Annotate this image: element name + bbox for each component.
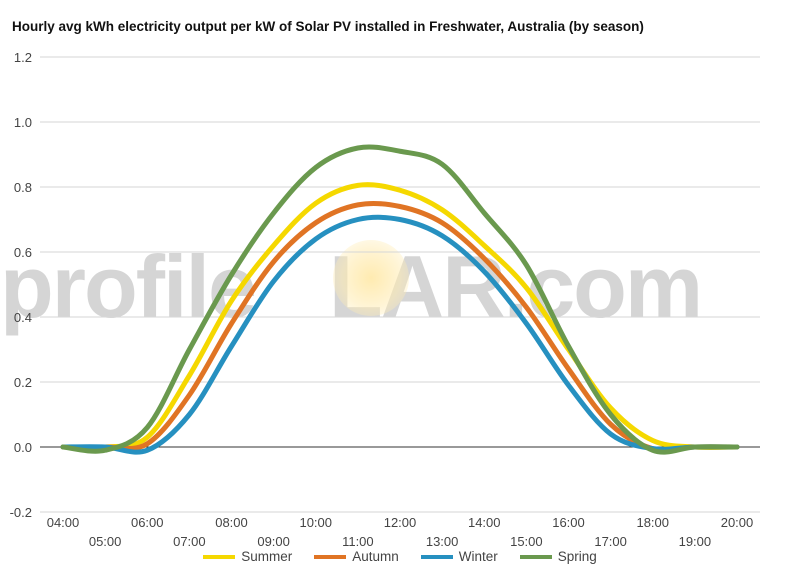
legend-label: Winter [458,549,498,564]
y-tick-label: 0.8 [14,180,32,195]
series-line-spring [60,144,740,455]
legend-label: Summer [241,549,293,564]
series-line-summer [60,182,740,451]
legend-label: Autumn [352,549,399,564]
x-tick-label: 08:00 [215,515,248,530]
series-line-winter [60,214,740,455]
x-tick-label: 15:00 [510,534,543,549]
y-axis-ticks: -0.2 0.0 0.2 0.4 0.6 0.8 1.0 1.2 [10,50,32,520]
x-tick-label: 10:00 [299,515,332,530]
x-tick-label: 16:00 [552,515,585,530]
legend-swatch [203,554,236,559]
x-tick-label: 07:00 [173,534,206,549]
x-tick-label: 11:00 [342,534,374,549]
watermark-left: profile [0,237,257,336]
series-line-autumn [60,200,740,453]
legend-item-autumn[interactable]: Autumn [314,549,399,564]
x-tick-label: 13:00 [426,534,459,549]
x-tick-label: 19:00 [679,534,712,549]
x-tick-label: 14:00 [468,515,501,530]
series-layer [60,144,740,455]
legend-swatch [519,554,552,559]
legend-label: Spring [557,549,597,564]
x-tick-label: 17:00 [594,534,627,549]
x-tick-label: 18:00 [636,515,669,530]
x-axis-ticks: 04:00 05:00 06:00 07:00 08:00 09:00 10:00 11:00… [47,515,754,549]
y-tick-label: -0.2 [10,505,32,520]
x-tick-label: 05:00 [89,534,122,549]
legend-item-summer[interactable]: Summer [203,549,292,564]
x-tick-label: 09:00 [257,534,290,549]
y-tick-label: 0.0 [14,440,32,455]
legend-item-winter[interactable]: Winter [420,549,498,564]
y-tick-label: 1.2 [14,50,32,65]
legend-swatch [420,554,453,559]
x-tick-label: 06:00 [131,515,164,530]
x-tick-label: 20:00 [721,515,754,530]
legend-item-spring[interactable]: Spring [519,549,597,564]
y-tick-label: 0.6 [14,245,32,260]
watermark-sun-icon [333,240,409,316]
legend-swatch [314,554,347,559]
legend: Summer Autumn Winter Spring [0,549,800,564]
chart-title: Hourly avg kWh electricity output per kW… [12,19,644,34]
y-tick-label: 1.0 [14,115,32,130]
y-tick-label: 0.2 [14,375,32,390]
x-tick-label: 12:00 [384,515,417,530]
y-tick-label: 0.4 [14,310,32,325]
x-tick-label: 04:00 [47,515,80,530]
